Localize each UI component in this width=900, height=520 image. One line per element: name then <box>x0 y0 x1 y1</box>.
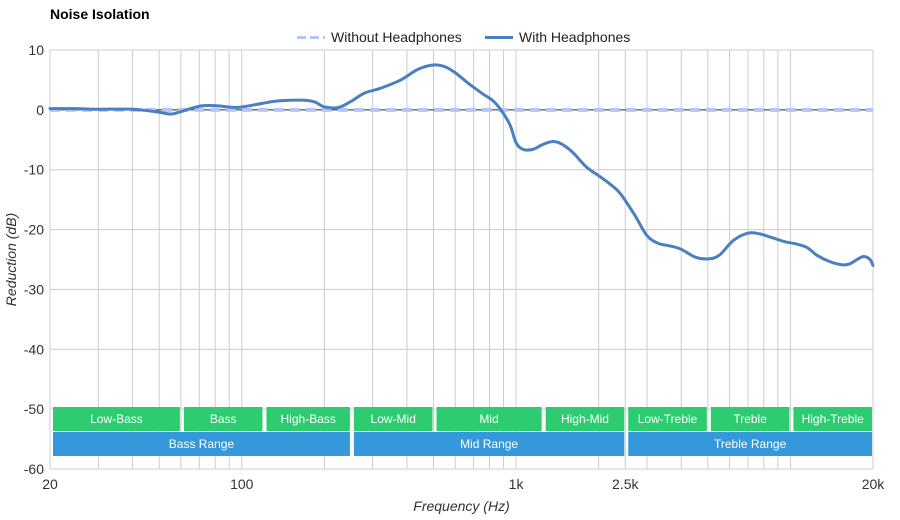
band-range-label: Low-Mid <box>371 412 416 426</box>
band-group-label: Bass Range <box>169 437 235 451</box>
legend-item-with-headphones[interactable]: With Headphones <box>485 27 630 47</box>
y-tick-label: -40 <box>24 341 44 357</box>
band-range-label: Low-Treble <box>638 412 698 426</box>
chart-title: Noise Isolation <box>50 6 150 22</box>
x-tick-label: 20k <box>862 476 886 492</box>
y-tick-label: -20 <box>24 222 44 238</box>
y-tick-label: 10 <box>28 42 44 58</box>
series-line-with-headphones <box>48 63 875 267</box>
band-range-label: Low-Bass <box>90 412 143 426</box>
band-range-label: High-Bass <box>281 412 336 426</box>
y-tick-label: -50 <box>24 401 44 417</box>
y-tick-label: 0 <box>36 102 44 118</box>
band-range-box <box>710 407 790 431</box>
band-group-label: Treble Range <box>714 437 787 451</box>
y-tick-label: -30 <box>24 281 44 297</box>
band-range-label: Bass <box>210 412 237 426</box>
band-range-label: High-Mid <box>561 412 609 426</box>
x-tick-label: 20 <box>42 476 58 492</box>
x-tick-label: 2.5k <box>612 476 639 492</box>
legend-item-without-headphones[interactable]: Without Headphones <box>297 27 462 47</box>
chart-legend: Without Headphones With Headphones <box>0 27 900 47</box>
band-group-box <box>53 432 350 456</box>
x-tick-label: 100 <box>230 476 254 492</box>
legend-label-without-headphones: Without Headphones <box>331 29 462 45</box>
band-range-box <box>183 407 263 431</box>
y-axis-title: Reduction (dB) <box>3 213 19 306</box>
band-range-label: High-Treble <box>802 412 865 426</box>
legend-swatch-solid <box>485 35 513 39</box>
band-range-box <box>545 407 625 431</box>
x-tick-label: 1k <box>509 476 525 492</box>
legend-swatch-dashed <box>297 35 325 39</box>
legend-label-with-headphones: With Headphones <box>519 29 631 45</box>
band-group-label: Mid Range <box>460 437 518 451</box>
band-range-box <box>436 407 542 431</box>
y-tick-label: -60 <box>24 461 44 477</box>
band-group-box <box>353 432 625 456</box>
band-range-box <box>53 407 180 431</box>
band-range-box <box>266 407 350 431</box>
band-range-label: Treble <box>733 412 767 426</box>
band-range-box <box>353 407 433 431</box>
band-range-label: Mid <box>479 412 498 426</box>
x-axis-title: Frequency (Hz) <box>413 498 509 514</box>
band-group-box <box>628 432 872 456</box>
y-tick-label: -10 <box>24 162 44 178</box>
band-range-box <box>793 407 872 431</box>
band-range-box <box>628 407 707 431</box>
